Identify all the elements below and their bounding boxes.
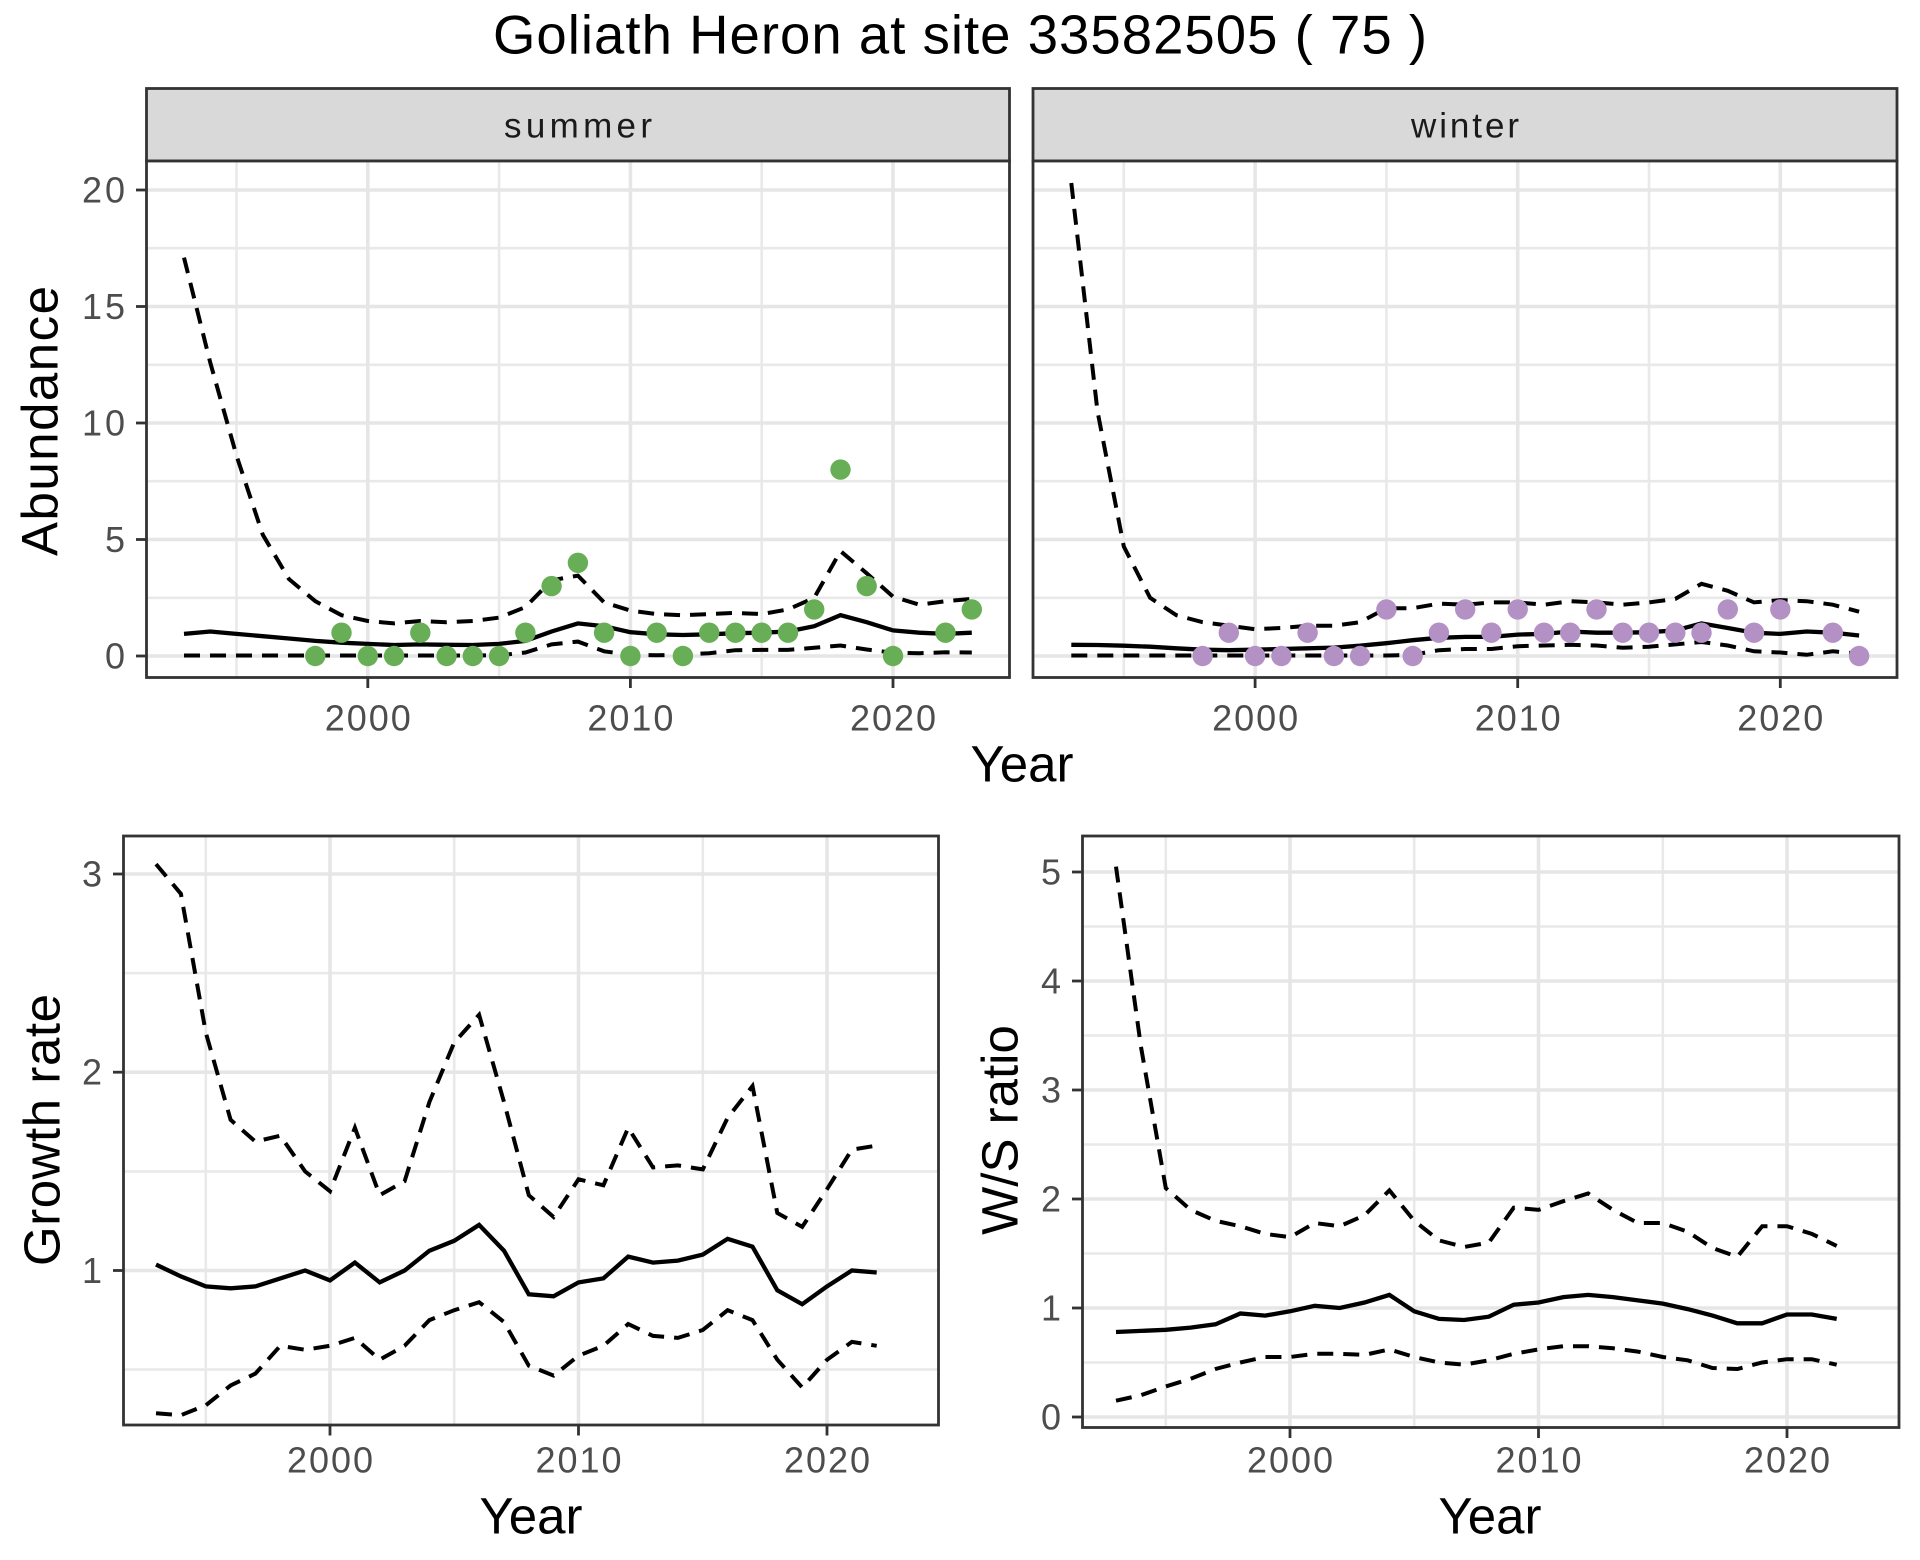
svg-text:1: 1: [1041, 1288, 1061, 1329]
svg-text:1: 1: [82, 1250, 102, 1291]
svg-text:2020: 2020: [1737, 698, 1823, 739]
svg-text:2010: 2010: [1475, 698, 1561, 739]
svg-text:0: 0: [1041, 1397, 1061, 1438]
svg-text:summer: summer: [504, 106, 652, 145]
svg-text:2010: 2010: [536, 1440, 622, 1481]
svg-text:3: 3: [1041, 1070, 1061, 1111]
svg-text:2010: 2010: [587, 698, 673, 739]
svg-text:2000: 2000: [1247, 1440, 1333, 1481]
svg-text:winter: winter: [1410, 106, 1519, 145]
svg-text:5: 5: [105, 519, 125, 560]
svg-text:2: 2: [1041, 1179, 1061, 1220]
svg-text:W/S ratio: W/S ratio: [972, 1025, 1029, 1235]
svg-text:2000: 2000: [287, 1440, 373, 1481]
svg-text:2020: 2020: [850, 698, 936, 739]
svg-text:2020: 2020: [1744, 1440, 1830, 1481]
svg-text:2: 2: [82, 1052, 102, 1093]
svg-text:3: 3: [82, 854, 102, 895]
svg-text:5: 5: [1041, 852, 1061, 893]
svg-text:Year: Year: [479, 1488, 582, 1545]
svg-text:4: 4: [1041, 961, 1061, 1002]
svg-text:2010: 2010: [1496, 1440, 1582, 1481]
svg-text:Year: Year: [970, 736, 1073, 793]
svg-text:Growth rate: Growth rate: [14, 994, 71, 1266]
svg-text:2000: 2000: [325, 698, 411, 739]
svg-text:2020: 2020: [784, 1440, 870, 1481]
svg-text:0: 0: [105, 636, 125, 677]
svg-text:Goliath Heron at site 33582505: Goliath Heron at site 33582505 ( 75 ): [493, 5, 1427, 66]
svg-text:2000: 2000: [1212, 698, 1298, 739]
svg-text:Abundance: Abundance: [12, 286, 69, 556]
svg-text:Year: Year: [1438, 1488, 1541, 1545]
